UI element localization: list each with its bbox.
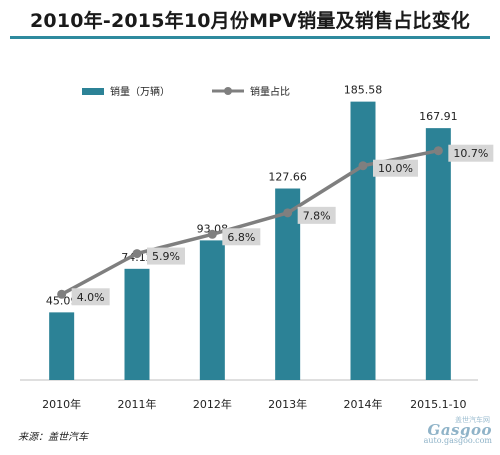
share-label-box-4: [373, 159, 418, 177]
title-underline: [10, 36, 490, 39]
share-point-5: [433, 146, 443, 156]
x-tick-label-0: 2010年: [42, 397, 81, 411]
watermark-cn: 盖世汽车网: [455, 416, 490, 424]
share-label-text-1: 5.9%: [152, 250, 180, 263]
bar-value-label-5: 167.91: [419, 110, 458, 123]
legend-line-marker: [224, 87, 232, 95]
share-label-text-0: 4.0%: [77, 291, 105, 304]
share-label-3: 7.8%: [297, 206, 336, 224]
share-point-0: [57, 289, 67, 299]
share-label-box-0: [71, 288, 110, 306]
legend-line-label: 销量占比: [250, 85, 290, 98]
legend-bar-label: 销量（万辆）: [110, 85, 170, 98]
share-label-text-2: 6.8%: [227, 231, 255, 244]
share-label-0: 4.0%: [71, 288, 110, 306]
share-point-4: [358, 161, 368, 171]
bar-value-label-0: 45.09: [46, 294, 78, 307]
share-label-text-5: 10.7%: [453, 147, 488, 160]
x-tick-label-1: 2011年: [118, 397, 157, 411]
bar-5: [425, 128, 451, 380]
watermark-url: auto.gasgoo.com: [423, 436, 492, 445]
share-label-box-3: [297, 206, 336, 224]
share-label-box-2: [222, 228, 261, 246]
x-tick-label-5: 2015.1-10: [410, 398, 466, 411]
share-label-2: 6.8%: [222, 228, 261, 246]
share-point-1: [132, 249, 142, 259]
share-point-2: [207, 229, 217, 239]
share-label-1: 5.9%: [147, 247, 185, 265]
share-label-5: 10.7%: [448, 144, 494, 162]
legend: 销量（万辆） 销量占比: [82, 85, 290, 98]
bar-value-label-3: 127.66: [268, 171, 307, 184]
bar-3: [275, 188, 301, 380]
x-tick-label-3: 2013年: [268, 397, 307, 411]
share-label-box-1: [147, 247, 185, 265]
x-tick-label-2: 2012年: [193, 397, 232, 411]
share-label-text-3: 7.8%: [303, 209, 331, 222]
legend-bar-swatch: [82, 88, 104, 95]
share-label-box-5: [448, 144, 494, 162]
bar-0: [49, 312, 75, 380]
bar-2: [199, 240, 225, 380]
share-point-3: [283, 208, 293, 218]
x-tick-label-4: 2014年: [344, 397, 383, 411]
watermark-brand: Gasgoo: [427, 421, 492, 439]
source-note: 来源：盖世汽车: [18, 432, 88, 443]
chart-title: 2010年-2015年10月份MPV销量及销售占比变化: [29, 10, 471, 32]
bar-4: [350, 101, 376, 380]
share-label-4: 10.0%: [373, 159, 418, 177]
bar-value-label-4: 185.58: [344, 84, 383, 97]
bar-1: [124, 268, 150, 380]
share-label-text-4: 10.0%: [378, 162, 413, 175]
watermark-logo: 盖世汽车网 Gasgoo auto.gasgoo.com: [423, 416, 492, 445]
